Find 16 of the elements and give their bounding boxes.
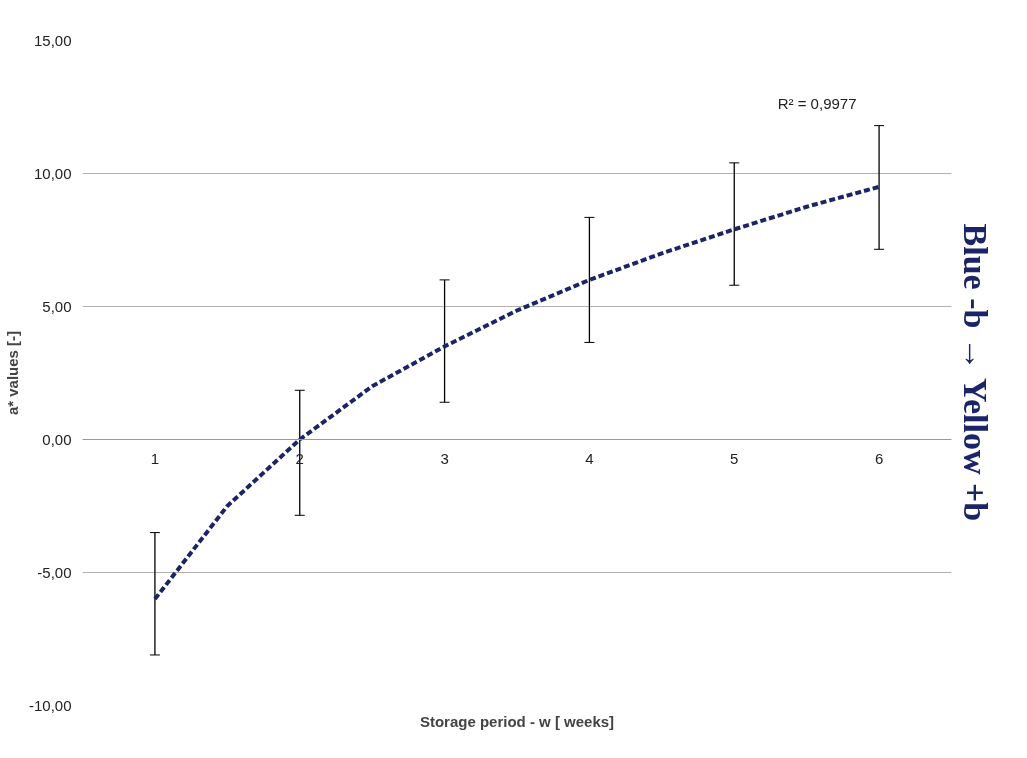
x-tick-label: 5 [730, 449, 739, 467]
y-axis-title: a* values [-] [3, 330, 21, 416]
line-series [152, 184, 882, 602]
x-axis-title: Storage period - w [ weeks] [419, 712, 615, 730]
x-tick-label: 1 [150, 449, 160, 467]
y-tick-label: 5,00 [42, 297, 72, 315]
annotation: R² = 0,9977 [777, 95, 857, 113]
y-tick-label: 15,00 [33, 31, 72, 49]
y-tick-label: 0,00 [42, 430, 72, 448]
x-tick-label: 3 [440, 449, 449, 467]
x-tick-label: 4 [585, 449, 594, 467]
y-tick-label: -5,00 [37, 563, 72, 581]
y-tick-label: -10,00 [28, 696, 72, 714]
text: Blue -b → Yellow +b [956, 223, 994, 522]
x-tick-label: 6 [874, 449, 884, 467]
y-tick-label: 10,00 [33, 164, 72, 182]
